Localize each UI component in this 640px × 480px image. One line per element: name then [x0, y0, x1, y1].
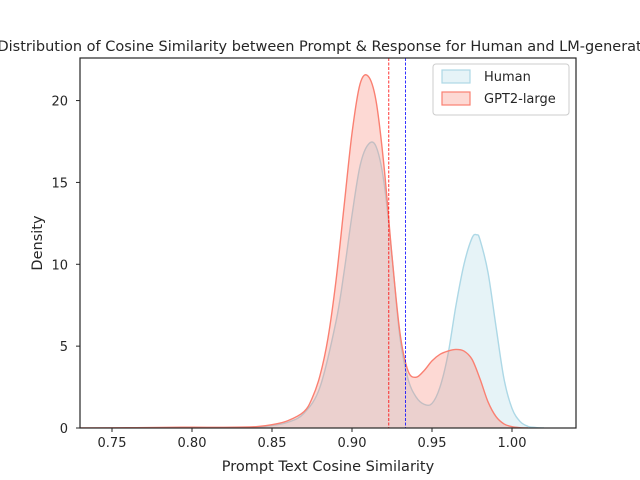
x-tick-label: 0.75 — [98, 436, 127, 451]
density-line-human — [239, 141, 545, 428]
y-tick-label: 0 — [60, 422, 68, 437]
density-area-human — [240, 142, 544, 428]
plot-area — [80, 58, 545, 428]
y-tick-label: 5 — [60, 340, 68, 355]
x-axis-label: Prompt Text Cosine Similarity — [222, 459, 435, 475]
x-tick-label: 0.80 — [178, 436, 207, 451]
x-tick-label: 1.00 — [498, 436, 527, 451]
y-tick-label: 10 — [51, 258, 68, 273]
x-tick-label: 0.85 — [258, 436, 287, 451]
legend-swatch-human — [441, 69, 471, 84]
chart-title: [Base] Distribution of Cosine Similarity… — [0, 39, 640, 55]
density-line-gpt2-large — [80, 74, 529, 428]
y-tick-label: 20 — [51, 95, 68, 110]
x-tick-label: 0.95 — [418, 436, 447, 451]
plot-frame — [79, 57, 577, 429]
y-axis-label: Density — [30, 215, 46, 271]
legend-label-human: Human — [484, 70, 531, 85]
y-tick-label: 15 — [51, 176, 68, 191]
x-axis: 0.75 0.80 0.85 0.90 0.95 1.00 — [98, 428, 527, 451]
legend-label-gpt2-large: GPT2-large — [484, 92, 556, 107]
legend: Human GPT2-large — [432, 63, 570, 116]
y-axis: 0 5 10 15 20 — [51, 95, 80, 437]
legend-frame — [432, 63, 570, 116]
density-area-gpt2-large — [80, 74, 528, 428]
legend-swatch-gpt2-large — [441, 91, 471, 106]
x-tick-label: 0.90 — [338, 436, 367, 451]
